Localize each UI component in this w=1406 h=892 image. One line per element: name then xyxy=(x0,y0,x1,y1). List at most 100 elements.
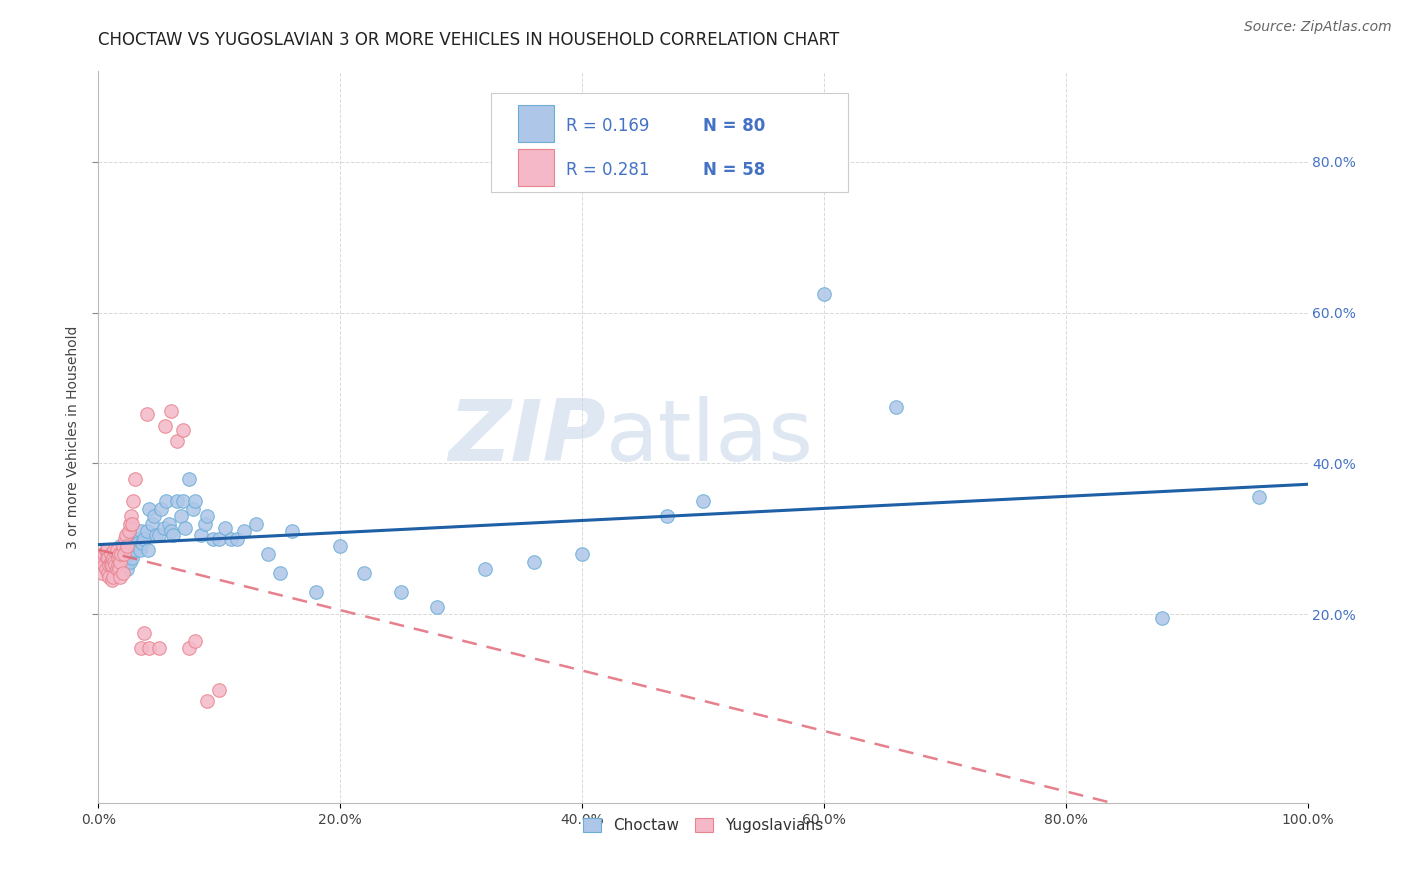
Point xyxy=(91,558,114,573)
Point xyxy=(108,554,131,568)
Point xyxy=(426,599,449,614)
Point xyxy=(190,528,212,542)
FancyBboxPatch shape xyxy=(517,149,554,186)
Point xyxy=(124,532,146,546)
Point xyxy=(474,562,496,576)
Point xyxy=(155,494,177,508)
Point xyxy=(105,550,128,565)
Point xyxy=(194,516,217,531)
Point xyxy=(122,494,145,508)
Point xyxy=(138,641,160,656)
Point xyxy=(108,562,131,576)
Point xyxy=(111,550,134,565)
Point xyxy=(93,558,115,573)
Point xyxy=(118,543,141,558)
Point xyxy=(101,569,124,583)
Point xyxy=(121,543,143,558)
Point xyxy=(108,547,131,561)
Point xyxy=(169,509,191,524)
Point xyxy=(184,494,207,508)
Point xyxy=(124,543,146,558)
Point xyxy=(104,558,127,573)
Point xyxy=(174,520,197,534)
FancyBboxPatch shape xyxy=(517,105,554,142)
Point xyxy=(112,547,135,561)
Point xyxy=(101,543,124,558)
Point xyxy=(125,535,148,549)
Point xyxy=(94,543,117,558)
Point xyxy=(103,543,125,558)
Point xyxy=(281,524,304,539)
Point xyxy=(195,694,218,708)
Point xyxy=(90,554,112,568)
Point xyxy=(128,543,150,558)
Text: Source: ZipAtlas.com: Source: ZipAtlas.com xyxy=(1244,20,1392,34)
Point xyxy=(105,543,128,558)
Point xyxy=(136,543,159,558)
Point xyxy=(98,558,121,573)
Point xyxy=(305,584,328,599)
Point xyxy=(93,547,115,561)
Point xyxy=(100,558,122,573)
Text: R = 0.281: R = 0.281 xyxy=(567,161,650,178)
Point xyxy=(97,547,120,561)
Point xyxy=(202,532,225,546)
Point xyxy=(226,532,249,546)
Point xyxy=(100,547,122,561)
Point xyxy=(111,540,134,554)
Point xyxy=(232,524,254,539)
Legend: Choctaw, Yugoslavians: Choctaw, Yugoslavians xyxy=(576,812,830,839)
Point xyxy=(166,434,188,448)
Point xyxy=(571,547,593,561)
Point xyxy=(110,547,132,561)
Point xyxy=(655,509,678,524)
Point xyxy=(1249,491,1271,505)
Point xyxy=(150,501,173,516)
Point xyxy=(100,562,122,576)
Point xyxy=(329,540,352,554)
Point xyxy=(135,524,157,539)
Point xyxy=(166,494,188,508)
Point xyxy=(179,471,201,485)
Point xyxy=(692,494,714,508)
Point xyxy=(214,520,236,534)
Point xyxy=(134,626,156,640)
Point xyxy=(152,520,174,534)
Point xyxy=(94,562,117,576)
Point xyxy=(101,550,124,565)
Point xyxy=(160,524,183,539)
Point xyxy=(886,400,908,414)
Point xyxy=(114,532,136,546)
Point xyxy=(100,574,122,588)
Point xyxy=(181,501,204,516)
Point xyxy=(108,540,131,554)
Point xyxy=(121,516,143,531)
Point xyxy=(121,550,143,565)
Point xyxy=(135,408,157,422)
Point xyxy=(138,501,160,516)
Point xyxy=(117,550,139,565)
Point xyxy=(114,540,136,554)
Point xyxy=(148,641,170,656)
Text: N = 58: N = 58 xyxy=(703,161,765,178)
Text: atlas: atlas xyxy=(606,395,814,479)
Point xyxy=(96,550,118,565)
Point xyxy=(118,516,141,531)
Point xyxy=(120,540,142,554)
Point xyxy=(141,516,163,531)
Point xyxy=(100,558,122,573)
Point xyxy=(184,633,207,648)
Point xyxy=(124,471,146,485)
Point xyxy=(221,532,243,546)
Point xyxy=(179,641,201,656)
Point xyxy=(129,524,152,539)
Point xyxy=(813,286,835,301)
Point xyxy=(118,554,141,568)
Point xyxy=(143,509,166,524)
Point xyxy=(118,547,141,561)
Point xyxy=(523,554,546,568)
Point xyxy=(1152,611,1174,625)
Point xyxy=(117,540,139,554)
Point xyxy=(91,566,114,580)
Text: CHOCTAW VS YUGOSLAVIAN 3 OR MORE VEHICLES IN HOUSEHOLD CORRELATION CHART: CHOCTAW VS YUGOSLAVIAN 3 OR MORE VEHICLE… xyxy=(98,31,839,49)
